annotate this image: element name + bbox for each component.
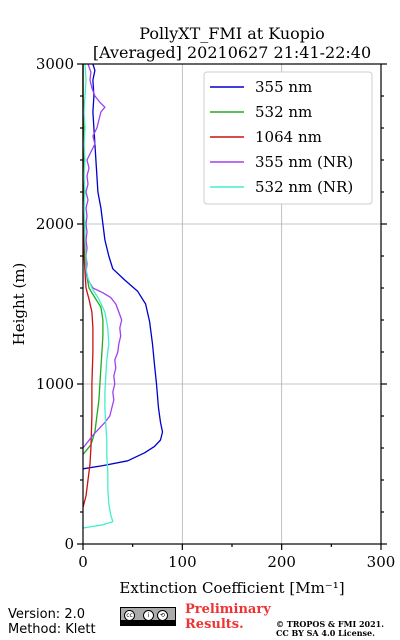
preliminary-line2: Results.: [185, 617, 244, 632]
version-text: Version: 2.0: [8, 607, 85, 622]
series-line-355-nm-nr: [82, 63, 123, 449]
cc-by-sa-icon: cc i ⟲: [120, 607, 176, 626]
preliminary-results-label: Preliminary Results.: [185, 602, 271, 632]
x-tick-label: 0: [78, 553, 88, 571]
preliminary-line1: Preliminary: [185, 602, 271, 617]
y-axis-label: Height (m): [10, 263, 28, 346]
legend-label-532-nm-nr: 532 nm (NR): [255, 178, 353, 196]
series-line-532-nm-nr: [82, 63, 114, 529]
chart-title-line2: [Averaged] 20210627 21:41-22:40: [92, 43, 372, 62]
legend-box: [203, 71, 373, 205]
x-axis-label: Extinction Coefficient [Mm⁻¹]: [119, 579, 344, 597]
y-tick-label: 0: [64, 535, 74, 553]
legend-label-355-nm: 355 nm: [255, 78, 312, 96]
copyright-line1: © TROPOS & FMI 2021.: [276, 619, 385, 629]
y-tick-label: 3000: [36, 55, 74, 73]
x-tick-label: 300: [367, 553, 396, 571]
axis-ticks: [77, 63, 387, 550]
x-tick-label: 200: [267, 553, 296, 571]
series-line-355-nm: [82, 63, 164, 470]
copyright-line2: CC BY SA 4.0 License.: [276, 628, 375, 638]
legend-label-1064-nm: 1064 nm: [255, 128, 322, 146]
method-text: Method: Klett: [8, 622, 96, 637]
x-tick-label: 100: [168, 553, 197, 571]
legend: 355 nm 532 nm 1064 nm 355 nm (NR) 532 nm (NR…: [203, 71, 373, 205]
series-lines: [82, 63, 164, 529]
y-tick-label: 2000: [36, 215, 74, 233]
legend-label-532-nm: 532 nm: [255, 103, 312, 121]
y-tick-label: 1000: [36, 375, 74, 393]
copyright-notice: © TROPOS & FMI 2021. CC BY SA 4.0 Licens…: [276, 620, 384, 638]
legend-label-355-nm-nr: 355 nm (NR): [255, 153, 353, 171]
chart-title-line1: PollyXT_FMI at Kuopio: [139, 24, 325, 43]
